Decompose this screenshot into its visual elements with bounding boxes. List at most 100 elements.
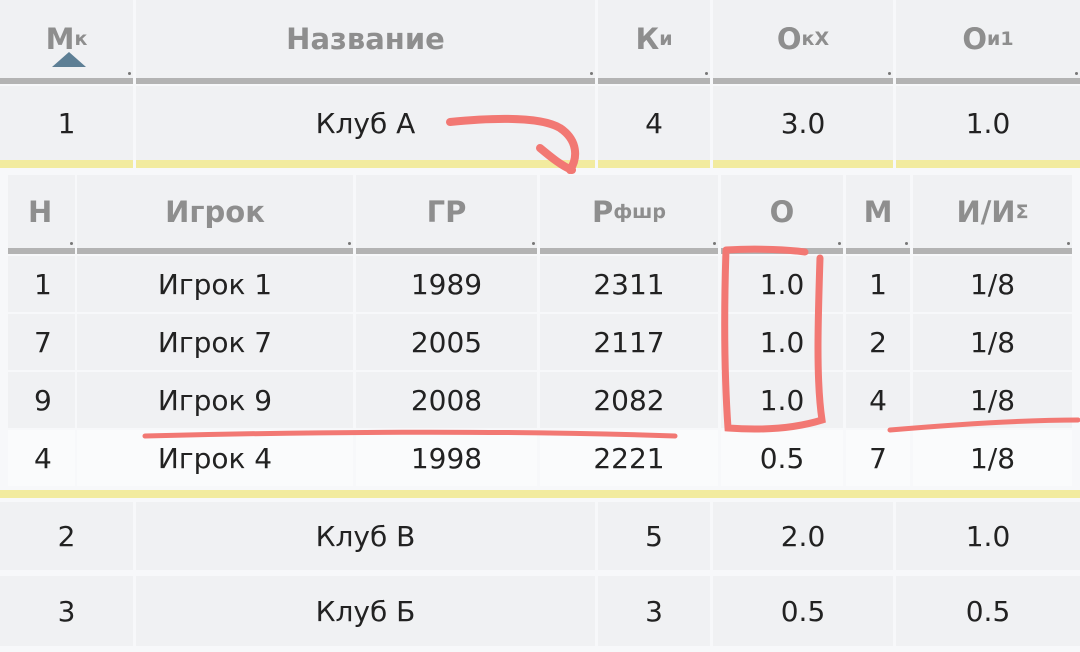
player-header-5[interactable]: М — [846, 175, 910, 248]
player-cell-2: 2008 — [356, 372, 537, 428]
player-cell-0: 4 — [8, 430, 75, 486]
player-header-1[interactable]: Игрок — [77, 175, 353, 248]
player-cell-6: 1/8 — [913, 372, 1072, 428]
player-cell-1: Игрок 9 — [77, 372, 353, 428]
header-divider — [0, 78, 133, 84]
club-cell-o1: 1.0 — [896, 502, 1080, 570]
club-cell-name[interactable]: Клуб В — [136, 502, 595, 570]
player-cell-0: 9 — [8, 372, 75, 428]
header-label: О — [776, 22, 802, 56]
header-divider — [913, 248, 1072, 254]
player-cell-1: Игрок 4 — [77, 430, 353, 486]
resize-handle[interactable] — [905, 242, 908, 245]
club-cell-o1: 0.5 — [896, 576, 1080, 646]
player-cell-5: 2 — [846, 314, 910, 370]
expanded-row-highlight — [136, 160, 595, 168]
player-cell-0: 1 — [8, 256, 75, 312]
player-cell-1: Игрок 1 — [77, 256, 353, 312]
header-divider — [721, 248, 843, 254]
club-cell-points: 0.5 — [713, 576, 893, 646]
header-divider — [540, 248, 718, 254]
resize-handle[interactable] — [1067, 242, 1070, 245]
expanded-row-highlight — [896, 160, 1080, 168]
resize-handle[interactable] — [70, 242, 73, 245]
player-cell-2: 2005 — [356, 314, 537, 370]
player-header-4[interactable]: О — [721, 175, 843, 248]
club-cell-place: 3 — [0, 576, 133, 646]
club-cell-o1: 1.0 — [896, 86, 1080, 160]
player-cell-2: 1998 — [356, 430, 537, 486]
header-divider — [136, 78, 595, 84]
player-cell-5: 4 — [846, 372, 910, 428]
club-header-1[interactable]: Название — [136, 0, 595, 78]
header-label: И/И — [956, 194, 1016, 229]
club-cell-name[interactable]: Клуб Б — [136, 576, 595, 646]
resize-handle[interactable] — [713, 242, 716, 245]
header-label: М — [45, 22, 75, 56]
header-subscript: и1 — [987, 28, 1014, 50]
player-header-6[interactable]: И/И Σ — [913, 175, 1072, 248]
player-cell-5: 7 — [846, 430, 910, 486]
expanded-row-highlight — [598, 160, 710, 168]
club-cell-name[interactable]: Клуб А — [136, 86, 595, 160]
header-label: М — [863, 194, 893, 229]
player-cell-3: 2221 — [540, 430, 718, 486]
header-subscript: кХ — [801, 28, 830, 50]
club-cell-players: 3 — [598, 576, 710, 646]
header-label: Игрок — [165, 194, 265, 229]
player-header-2[interactable]: ГР — [356, 175, 537, 248]
header-label: Название — [286, 22, 445, 56]
resize-handle[interactable] — [128, 72, 131, 75]
club-cell-place: 2 — [0, 502, 133, 570]
player-header-0[interactable]: Н — [8, 175, 75, 248]
player-cell-3: 2117 — [540, 314, 718, 370]
header-subscript: фшр — [613, 200, 666, 223]
resize-handle[interactable] — [590, 72, 593, 75]
player-cell-3: 2311 — [540, 256, 718, 312]
player-cell-0: 7 — [8, 314, 75, 370]
header-subscript: Σ — [1015, 200, 1029, 223]
resize-handle[interactable] — [1075, 72, 1078, 75]
resize-handle[interactable] — [348, 242, 351, 245]
player-cell-3: 2082 — [540, 372, 718, 428]
player-cell-4: 1.0 — [721, 372, 843, 428]
club-cell-points: 3.0 — [713, 86, 893, 160]
header-label: Н — [28, 194, 53, 229]
player-cell-6: 1/8 — [913, 430, 1072, 486]
header-divider — [356, 248, 537, 254]
header-label: О — [962, 22, 988, 56]
header-divider — [77, 248, 353, 254]
header-label: К — [635, 22, 660, 56]
club-cell-place: 1 — [0, 86, 133, 160]
player-cell-5: 1 — [846, 256, 910, 312]
header-divider — [713, 78, 893, 84]
expanded-row-highlight — [713, 160, 893, 168]
expanded-section-end — [0, 490, 1080, 498]
header-subscript: к — [74, 28, 88, 50]
header-divider — [846, 248, 910, 254]
player-cell-1: Игрок 7 — [77, 314, 353, 370]
club-cell-points: 2.0 — [713, 502, 893, 570]
header-divider — [8, 248, 75, 254]
resize-handle[interactable] — [888, 72, 891, 75]
player-cell-4: 1.0 — [721, 256, 843, 312]
header-label: О — [769, 194, 795, 229]
header-label: ГР — [426, 194, 467, 229]
player-cell-6: 1/8 — [913, 256, 1072, 312]
resize-handle[interactable] — [838, 242, 841, 245]
player-cell-6: 1/8 — [913, 314, 1072, 370]
resize-handle[interactable] — [532, 242, 535, 245]
expanded-row-highlight — [0, 160, 133, 168]
sort-ascending-icon[interactable] — [52, 52, 86, 67]
club-cell-players: 5 — [598, 502, 710, 570]
resize-handle[interactable] — [705, 72, 708, 75]
player-cell-4: 1.0 — [721, 314, 843, 370]
club-cell-players: 4 — [598, 86, 710, 160]
player-cell-4: 0.5 — [721, 430, 843, 486]
header-subscript: и — [659, 28, 673, 50]
player-cell-2: 1989 — [356, 256, 537, 312]
